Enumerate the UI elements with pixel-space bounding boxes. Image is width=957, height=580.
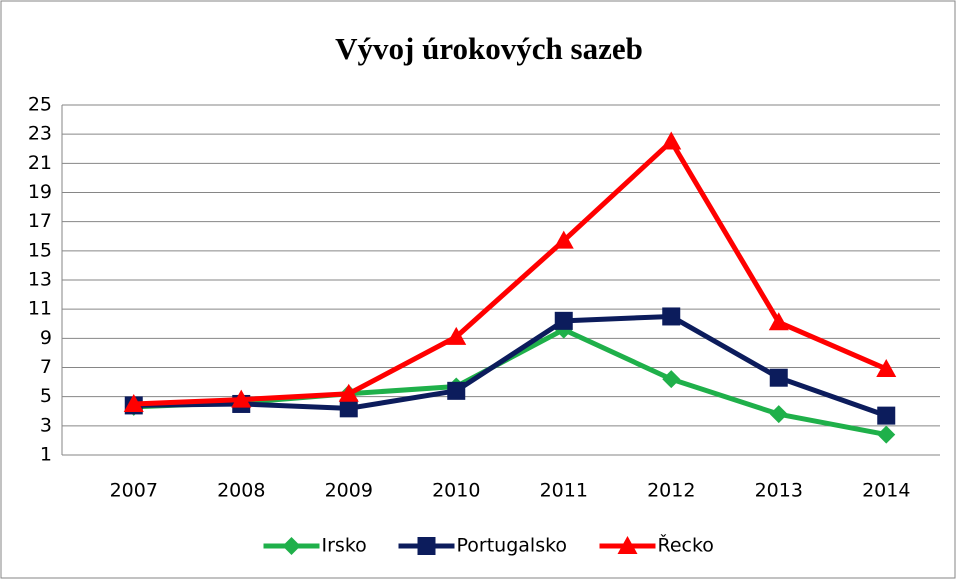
marker <box>877 425 896 444</box>
x-tick-label: 2012 <box>647 480 695 502</box>
chart-title: Vývoj úrokových sazeb <box>335 31 643 66</box>
marker <box>447 381 466 400</box>
marker <box>662 370 681 389</box>
y-tick-label: 7 <box>40 356 52 378</box>
y-tick-label: 23 <box>28 123 52 145</box>
y-tick-label: 15 <box>28 239 52 261</box>
x-tick-label: 2011 <box>540 480 588 502</box>
marker <box>282 537 301 555</box>
y-tick-label: 5 <box>40 385 52 407</box>
x-tick-label: 2013 <box>755 480 803 502</box>
x-tick-label: 2010 <box>432 480 480 502</box>
marker <box>446 326 467 345</box>
marker <box>769 405 788 424</box>
y-tick-label: 11 <box>28 298 52 320</box>
marker <box>617 536 638 554</box>
marker <box>768 312 789 331</box>
marker <box>769 368 788 387</box>
y-tick-label: 17 <box>28 210 52 232</box>
x-tick-label: 2008 <box>217 480 265 502</box>
y-tick-label: 1 <box>40 444 52 466</box>
marker <box>661 131 682 150</box>
marker <box>231 389 252 408</box>
legend-label: Řecko <box>658 534 714 557</box>
x-tick-label: 2007 <box>110 480 158 502</box>
series-line <box>133 138 888 407</box>
x-tick-label: 2009 <box>325 480 373 502</box>
marker <box>417 537 436 555</box>
y-tick-label: 9 <box>40 327 52 349</box>
x-tick-label: 2014 <box>862 480 910 502</box>
y-tick-label: 25 <box>28 94 52 116</box>
series-line <box>133 313 888 418</box>
marker <box>662 307 681 326</box>
marker <box>554 311 573 330</box>
marker <box>553 230 574 249</box>
legend-label: Irsko <box>322 535 367 557</box>
legend-label: Portugalsko <box>457 535 568 557</box>
y-tick-label: 3 <box>40 414 52 436</box>
marker <box>338 383 359 402</box>
y-tick-label: 19 <box>28 181 52 203</box>
marker <box>876 358 897 377</box>
marker <box>877 406 896 425</box>
marker <box>123 393 144 412</box>
y-tick-label: 21 <box>28 152 52 174</box>
y-tick-label: 13 <box>28 269 52 291</box>
marker <box>339 399 358 418</box>
